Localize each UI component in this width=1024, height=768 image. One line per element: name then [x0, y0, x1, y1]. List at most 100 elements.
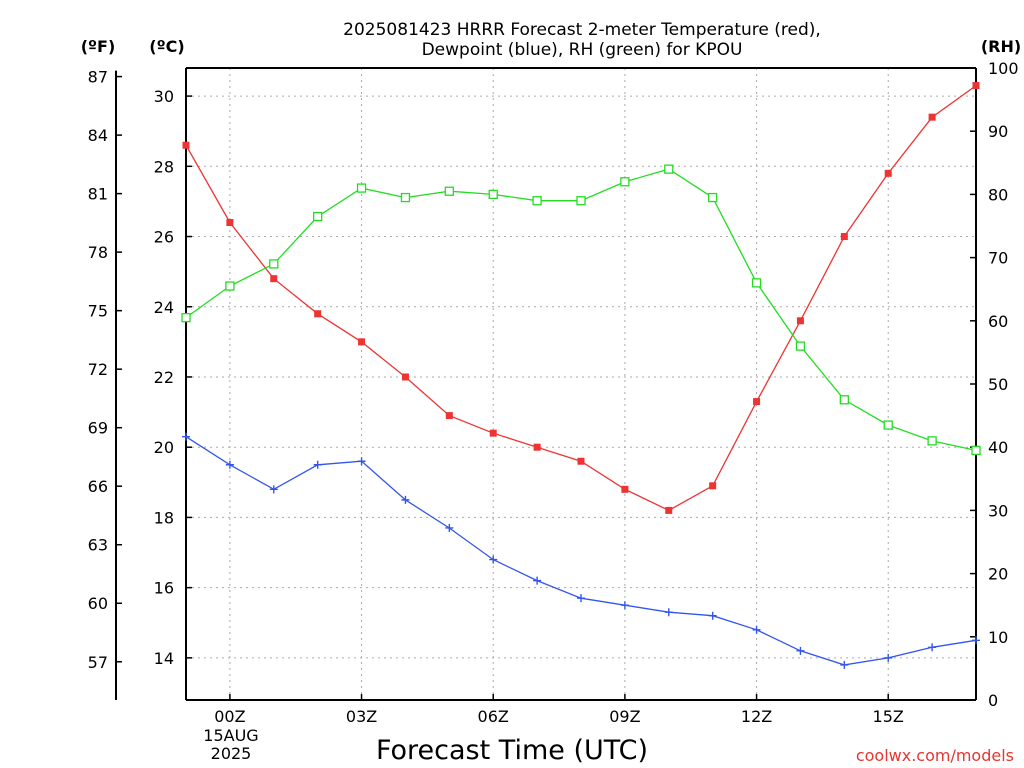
celsius-tick-label: 16	[154, 579, 174, 598]
rh-tick-label: 50	[988, 375, 1008, 394]
fahrenheit-tick-label: 66	[88, 477, 108, 496]
celsius-tick-label: 26	[154, 228, 174, 247]
rh-point	[883, 420, 893, 430]
rh-series	[181, 164, 981, 456]
temperature-point	[884, 169, 892, 177]
temperature-point	[182, 141, 190, 149]
fahrenheit-tick-label: 78	[88, 243, 108, 262]
celsius-tick-label: 28	[154, 157, 174, 176]
celsius-tick-label: 18	[154, 508, 174, 527]
fahrenheit-tick-label: 57	[88, 653, 108, 672]
x-tick-label: 12Z	[741, 707, 772, 726]
rh-tick-label: 30	[988, 501, 1008, 520]
fahrenheit-tick-label: 81	[88, 185, 108, 204]
rh-tick-label: 20	[988, 565, 1008, 584]
temperature-point	[753, 398, 761, 406]
x-tick-label: 15Z	[873, 707, 904, 726]
temperature-point	[358, 338, 366, 346]
dewpoint-point	[796, 646, 805, 655]
rh-point	[444, 186, 454, 196]
rh-point	[532, 196, 542, 206]
fahrenheit-tick-label: 87	[88, 68, 108, 87]
celsius-unit-label: (ºC)	[149, 37, 184, 56]
rh-tick-label: 100	[988, 59, 1019, 78]
celsius-tick-label: 30	[154, 87, 174, 106]
fahrenheit-tick-label: 60	[88, 594, 108, 613]
temperature-point	[226, 218, 234, 226]
x-tick-label: 09Z	[609, 707, 640, 726]
rh-point	[181, 312, 191, 323]
rh-unit-label: (RH)	[981, 37, 1021, 56]
dewpoint-point	[489, 555, 498, 564]
chart-title-line2: Dewpoint (blue), RH (green) for KPOU	[422, 40, 743, 60]
fahrenheit-tick-label: 63	[88, 536, 108, 555]
fahrenheit-tick-label: 84	[88, 126, 108, 145]
rh-tick-label: 60	[988, 312, 1008, 331]
data-series	[181, 82, 981, 669]
rh-point	[269, 259, 279, 269]
celsius-tick-label: 22	[154, 368, 174, 387]
rh-tick-label: 80	[988, 185, 1008, 204]
axes: 57 60 63 66 69 72 75 78 81 84 87 14 16 18 20 22 24 26 28 30…	[88, 59, 1019, 726]
temperature-line	[185, 85, 977, 512]
dewpoint-point	[533, 576, 542, 585]
dewpoint-point	[708, 611, 717, 620]
temperature-point	[489, 429, 497, 437]
rh-point	[751, 278, 762, 288]
rh-tick-label: 90	[988, 122, 1008, 141]
rh-point	[400, 192, 411, 203]
date-label-year: 2025	[211, 744, 252, 763]
temperature-point	[445, 412, 453, 420]
temperature-point	[972, 82, 980, 90]
x-axis-title: Forecast Time (UTC)	[376, 735, 648, 766]
dewpoint-series	[182, 432, 980, 669]
credit-text[interactable]: coolwx.com/models	[856, 746, 1014, 765]
celsius-tick-label: 20	[154, 438, 174, 457]
gridlines	[186, 68, 976, 700]
rh-point	[620, 177, 630, 187]
dewpoint-point	[357, 457, 366, 466]
rh-point	[839, 395, 849, 405]
x-tick-label: 03Z	[346, 707, 377, 726]
rh-point	[708, 192, 718, 203]
dewpoint-point	[752, 625, 761, 634]
dewpoint-point	[840, 660, 849, 669]
rh-point	[313, 211, 323, 222]
rh-tick-label: 40	[988, 438, 1008, 457]
rh-tick-label: 0	[988, 691, 998, 710]
dewpoint-point	[620, 601, 629, 610]
rh-tick-label: 70	[988, 249, 1008, 268]
date-label-day: 15AUG	[203, 726, 258, 745]
temperature-point	[401, 373, 409, 381]
dewpoint-point	[664, 608, 673, 617]
rh-point	[795, 341, 806, 351]
dewpoint-point	[401, 495, 410, 504]
temperature-point	[928, 113, 936, 121]
rh-point	[488, 189, 498, 200]
dewpoint-point	[928, 643, 937, 652]
dewpoint-line	[185, 436, 977, 666]
dewpoint-point	[577, 594, 585, 603]
temperature-point	[314, 310, 322, 318]
temperature-point	[796, 317, 804, 325]
fahrenheit-unit-label: (ºF)	[81, 37, 116, 56]
temperature-point	[621, 485, 629, 493]
rh-point	[927, 436, 937, 446]
fahrenheit-tick-label: 75	[88, 302, 108, 321]
rh-point	[576, 196, 586, 206]
rh-line	[185, 168, 977, 452]
temperature-point	[665, 506, 673, 514]
temperature-point	[533, 443, 541, 451]
chart-title-line1: 2025081423 HRRR Forecast 2-meter Tempera…	[343, 20, 821, 40]
rh-point	[356, 183, 367, 193]
temperature-point	[840, 233, 848, 241]
fahrenheit-tick-label: 69	[88, 419, 108, 438]
x-tick-label: 00Z	[214, 707, 245, 726]
temperature-point	[577, 457, 585, 465]
dewpoint-point	[313, 460, 322, 469]
dewpoint-point	[884, 653, 893, 662]
rh-tick-label: 10	[988, 628, 1008, 647]
temperature-series	[182, 82, 980, 514]
rh-point	[971, 445, 981, 456]
